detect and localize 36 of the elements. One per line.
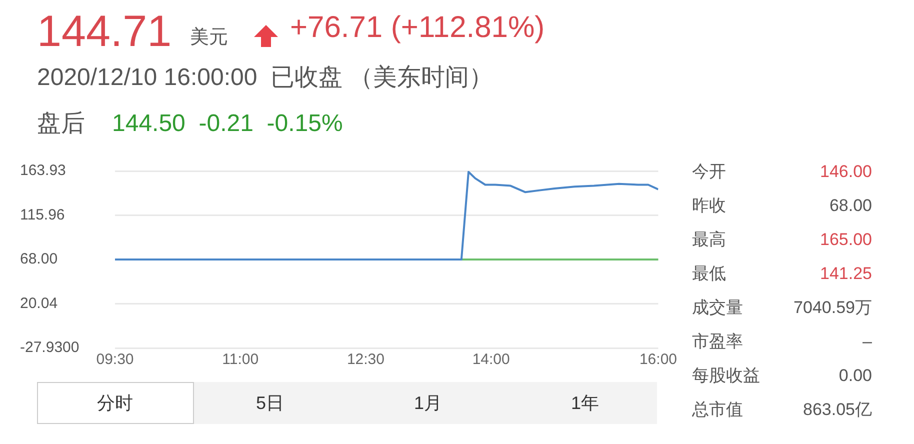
text: 每股收益 xyxy=(692,366,760,385)
x-tick-label: 16:00 xyxy=(639,351,678,368)
text: 最高 xyxy=(692,230,726,249)
text: 今开 xyxy=(692,162,726,181)
text: 141.25 xyxy=(820,264,872,283)
text: 昨收 xyxy=(692,196,726,215)
text: 144.50 -0.21 -0.15% xyxy=(112,110,343,137)
text: 144.71 xyxy=(37,7,172,56)
y-tick-label: -27.9300 xyxy=(20,339,80,356)
text: 分时 xyxy=(97,393,133,413)
text: 7040.59万 xyxy=(794,298,872,317)
text: 68.00 xyxy=(829,196,872,215)
x-tick-label: 12:30 xyxy=(346,351,384,368)
text: 成交量 xyxy=(692,298,743,317)
text: 美元 xyxy=(190,27,228,48)
y-tick-label: 163.93 xyxy=(20,162,66,180)
text: 863.05亿 xyxy=(803,400,872,419)
text: 最低 xyxy=(692,264,726,283)
y-tick-label: 20.04 xyxy=(20,294,58,312)
text: 2020/12/10 16:00:00 已收盘 （美东时间） xyxy=(37,64,494,91)
text: 146.00 xyxy=(820,162,872,181)
text: 165.00 xyxy=(820,230,872,249)
x-tick-label: 11:00 xyxy=(222,351,259,368)
text: 1年 xyxy=(570,393,600,413)
text: 1月 xyxy=(414,393,442,413)
y-tick-label: 68.00 xyxy=(20,250,58,268)
text: +76.71 (+112.81%) xyxy=(290,11,545,44)
text: 盘后 xyxy=(37,110,85,137)
text: 总市值 xyxy=(692,400,743,419)
text: – xyxy=(862,332,872,351)
text: 市盈率 xyxy=(692,332,743,351)
text: 5日 xyxy=(256,393,284,413)
x-tick-label: 09:30 xyxy=(96,351,134,368)
text: 0.00 xyxy=(838,366,872,385)
x-tick-label: 14:00 xyxy=(472,351,510,368)
y-tick-label: 115.96 xyxy=(20,206,65,224)
